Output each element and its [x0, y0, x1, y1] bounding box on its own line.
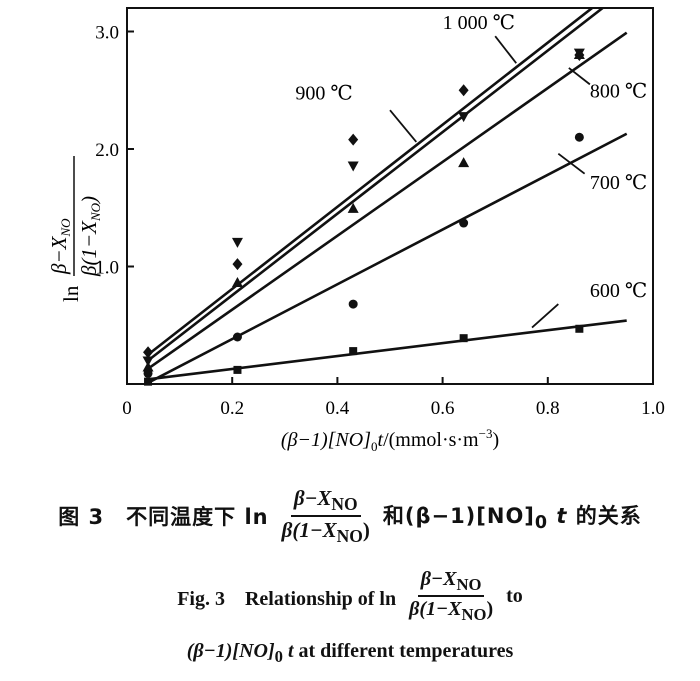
point-1000-3 [458, 84, 469, 97]
leader-600 [531, 303, 559, 329]
point-900-3 [458, 112, 470, 123]
caption-cn-mid: 和(β−1)[NO]0 t 的关系 [382, 503, 642, 533]
x-axis-ticks: 0 0.2 0.4 0.6 0.8 1.0 [122, 377, 665, 419]
fit-line-600 [147, 319, 627, 381]
point-900-2 [347, 161, 359, 172]
point-800-3 [458, 157, 470, 168]
data-points [142, 48, 585, 386]
x-axis-label: (β−1)[NO]0t/(mmol·s·m−3) [281, 426, 499, 454]
y-label-denominator: β(1−XNO) [77, 196, 103, 277]
fit-line-900 [147, 8, 605, 362]
x-tick-label-0: 0 [122, 398, 132, 419]
x-tick-label-5: 1.0 [641, 398, 665, 419]
point-800-0 [142, 361, 154, 372]
y-tick-label-2: 3.0 [95, 23, 119, 44]
point-700-2 [348, 299, 358, 309]
chart: 1 000 ℃ 900 ℃ 800 ℃ 700 ℃ 600 ℃ 0 0.2 0.4 0.6 0.… [47, 7, 665, 454]
point-700-0 [143, 368, 153, 378]
caption-english-line1: Fig. 3 Relationship of ln β−XNO β(1−XNO)… [0, 568, 700, 624]
x-tick-label-1: 0.2 [220, 398, 244, 419]
point-600-1 [233, 365, 242, 374]
series-labels: 1 000 ℃ 900 ℃ 800 ℃ 700 ℃ 600 ℃ [295, 12, 647, 302]
fit-line-800 [147, 31, 628, 370]
point-900-0 [142, 356, 154, 367]
x-tick-label-3: 0.6 [431, 398, 455, 419]
point-700-4 [574, 132, 584, 142]
caption-english-line2: (β−1)[NO]0 t at different temperatures [186, 640, 514, 666]
point-600-3 [459, 334, 468, 343]
label-leaders [389, 35, 591, 329]
caption-en-suffix: to [506, 584, 523, 607]
caption-cn-fraction: β−XNO β(1−XNO) [281, 486, 370, 547]
point-700-3 [459, 218, 469, 228]
fit-line-1000 [147, 8, 595, 356]
point-800-2 [347, 202, 359, 213]
leader-900 [389, 109, 417, 143]
x-tick-label-2: 0.4 [326, 398, 350, 419]
label-1000: 1 000 ℃ [443, 12, 515, 34]
point-1000-2 [348, 133, 359, 146]
leader-800 [568, 67, 591, 86]
label-700: 700 ℃ [590, 172, 647, 194]
point-600-0 [144, 377, 153, 386]
label-900: 900 ℃ [295, 83, 352, 105]
plot-frame [126, 7, 654, 385]
label-800: 800 ℃ [590, 80, 647, 102]
y-label-ln: ln [59, 285, 83, 302]
point-900-1 [231, 237, 243, 248]
point-1000-1 [232, 258, 243, 271]
point-600-4 [575, 324, 584, 333]
label-600: 600 ℃ [590, 280, 647, 302]
caption-chinese: 图 3 不同温度下 ln β−XNO β(1−XNO) 和(β−1)[NO]0 … [0, 486, 700, 547]
y-tick-label-1: 2.0 [95, 140, 119, 161]
y-axis-ticks: 1.0 2.0 3.0 [95, 23, 134, 279]
caption-cn-prefix: 图 3 不同温度下 ln [58, 505, 269, 530]
leader-1000 [494, 35, 517, 64]
point-1000-0 [143, 346, 154, 359]
leader-700 [557, 152, 586, 175]
caption-en-prefix: Fig. 3 Relationship of ln [177, 587, 397, 610]
fit-line-700 [147, 132, 628, 384]
y-tick-label-0: 1.0 [95, 258, 119, 279]
fit-lines [147, 8, 628, 384]
caption-en-fraction: β−XNO β(1−XNO) [409, 568, 494, 625]
y-label-numerator: β−XNO [47, 218, 73, 275]
x-tick-label-4: 0.8 [536, 398, 560, 419]
point-800-4 [573, 49, 585, 59]
point-700-1 [232, 332, 242, 342]
point-800-1 [231, 276, 243, 287]
point-600-2 [349, 347, 358, 356]
y-axis-label: ln β−XNO β(1−XNO) [47, 156, 103, 302]
